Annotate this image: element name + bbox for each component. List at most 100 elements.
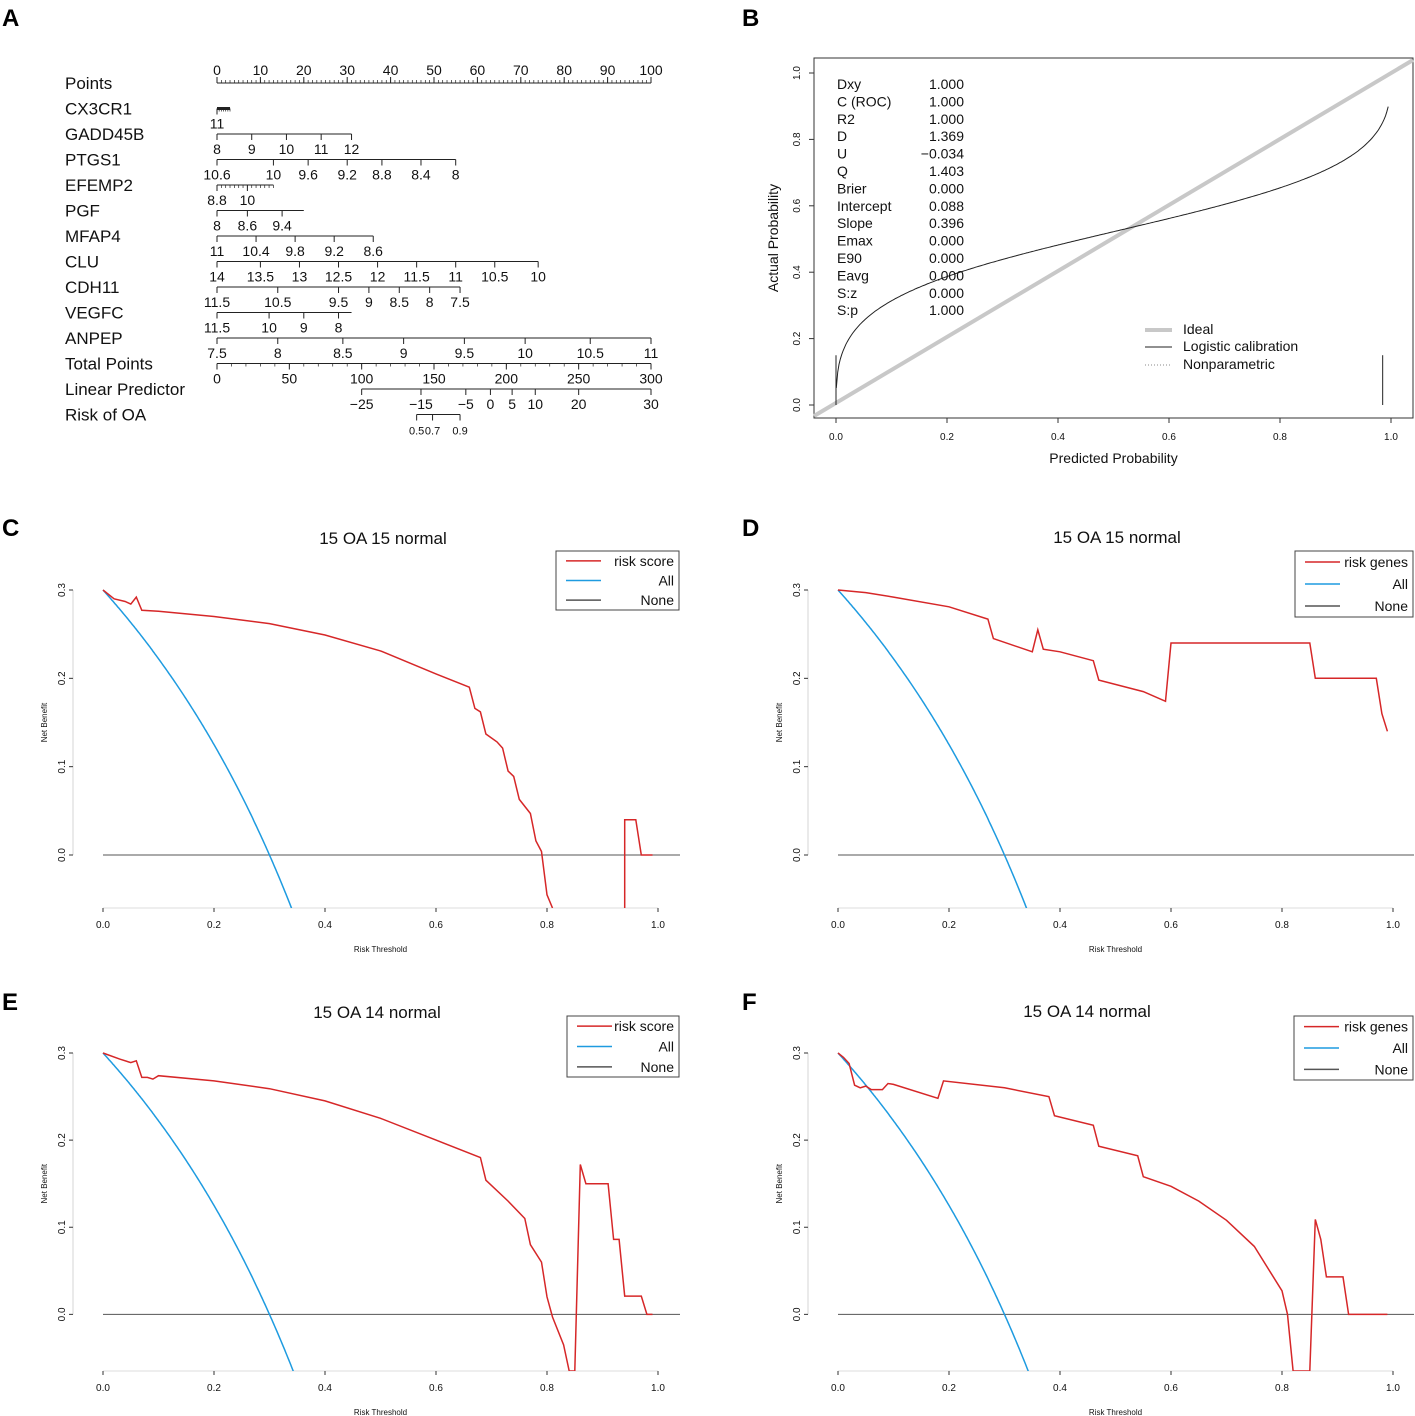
nomogram-tick-label: 8 — [426, 294, 434, 310]
stat-name: Dxy — [837, 76, 861, 92]
stat-name: Intercept — [837, 198, 892, 214]
y-tick-label: 0.2 — [57, 671, 68, 685]
y-tick-label: 0.2 — [792, 671, 803, 685]
nomogram-row-label: CDH11 — [65, 278, 119, 297]
nomogram-tick-label: 8.6 — [238, 218, 258, 234]
stat-name: S:p — [837, 302, 858, 318]
nomogram-tick-label: 70 — [513, 62, 529, 78]
nomogram-tick-label: 9.6 — [298, 167, 318, 183]
x-axis-title: Risk Threshold — [1089, 1408, 1142, 1416]
legend-label: risk genes — [1344, 1019, 1408, 1035]
x-tick-label: 0.8 — [540, 1383, 554, 1394]
nomogram-tick-label: −5 — [458, 396, 474, 412]
y-tick-label: 0.1 — [792, 759, 803, 773]
legend-label: risk genes — [1344, 554, 1408, 570]
nomogram-tick-label: 7.5 — [207, 345, 227, 361]
x-tick-label: 1.0 — [651, 1383, 665, 1394]
nomogram-tick-label: 150 — [422, 371, 446, 387]
nomogram-row-label: PGF — [65, 202, 100, 221]
model-curve — [837, 1052, 1388, 1371]
nomogram-tick-label: 10 — [530, 269, 546, 285]
x-axis-title: Predicted Probability — [1049, 450, 1177, 466]
legend-label: None — [1375, 1061, 1409, 1077]
nomogram-tick-label: 8.5 — [390, 294, 410, 310]
nomogram-tick-label: 10 — [266, 167, 282, 183]
x-axis-title: Risk Threshold — [1089, 945, 1142, 954]
x-tick-label: 0.4 — [1053, 920, 1067, 931]
legend-label: Nonparametric — [1183, 356, 1275, 372]
x-tick-label: 1.0 — [1386, 920, 1400, 931]
y-tick-label: 0.2 — [792, 331, 803, 345]
nomogram-tick-label: −25 — [350, 396, 374, 412]
nomogram-tick-label: 9.8 — [285, 243, 305, 259]
nomogram-tick-label: 12.5 — [325, 269, 352, 285]
legend-label: risk score — [614, 553, 674, 569]
x-tick-label: 0.6 — [1164, 1383, 1178, 1394]
legend-label: risk score — [614, 1018, 674, 1034]
y-tick-label: 0.0 — [792, 848, 803, 862]
x-tick-label: 0.6 — [429, 1383, 443, 1394]
nomogram-tick-label: 9 — [300, 320, 308, 336]
nomogram-row: PTGS1 10.6 10 9.6 9.2 8.8 8.4 8 — [65, 151, 460, 183]
nomogram-tick-label: 10 — [517, 345, 533, 361]
chart-title: 15 OA 14 normal — [313, 1003, 441, 1022]
treat-all-curve — [102, 1052, 295, 1371]
nomogram-tick-label: 250 — [567, 371, 591, 387]
stat-name: Emax — [837, 233, 873, 249]
nomogram-tick-label: 20 — [571, 396, 587, 412]
calibration-panel: 0.0 0.2 0.4 0.6 0.8 1.0 0.0 0.2 0.4 0.6 0.8 1.0 Pred… — [765, 57, 1415, 466]
stat-value: 0.000 — [929, 180, 964, 196]
x-tick-label: 0.2 — [940, 432, 954, 443]
nomogram-row-label: MFAP4 — [65, 227, 121, 246]
chart-title: 15 OA 15 normal — [319, 529, 447, 548]
treat-all-curve — [837, 1052, 1030, 1371]
decision-curve-panel-f: 0.0 0.2 0.4 0.6 0.8 1.0 Risk Threshold 0.0 0.1 0.… — [775, 1002, 1414, 1416]
nomogram-tick-label: 14 — [209, 269, 225, 285]
nomogram-tick-label: 100 — [350, 371, 374, 387]
stat-value: 1.000 — [929, 111, 964, 127]
nomogram-row: MFAP4 11 10.4 9.8 9.2 8.6 — [65, 227, 383, 259]
x-tick-label: 1.0 — [651, 920, 665, 931]
nomogram-tick-label: 11.5 — [204, 320, 230, 336]
nomogram-row-label: CX3CR1 — [65, 100, 132, 119]
nomogram-tick-label: 0.5 — [409, 426, 424, 438]
stat-name: C (ROC) — [837, 93, 891, 109]
x-tick-label: 1.0 — [1384, 432, 1398, 443]
stat-value: 0.000 — [929, 285, 964, 301]
nomogram-tick-label: 12 — [344, 141, 360, 157]
nomogram-tick-label: −15 — [409, 396, 433, 412]
y-axis-title: Net Benefit — [775, 1163, 784, 1203]
nomogram-tick-label: 50 — [282, 371, 298, 387]
y-tick-label: 0.1 — [57, 1220, 68, 1234]
plot-frame — [813, 57, 1414, 419]
nomogram-tick-label: 40 — [383, 62, 399, 78]
x-tick-label: 0.0 — [829, 432, 843, 443]
stat-value: 0.000 — [929, 250, 964, 266]
nomogram-tick-label: 80 — [556, 62, 572, 78]
x-tick-label: 0.2 — [942, 1383, 956, 1394]
x-axis-title: Risk Threshold — [354, 1408, 407, 1416]
x-tick-label: 0.4 — [1051, 432, 1065, 443]
nomogram-tick-label: 0 — [487, 396, 495, 412]
nomogram-row-label: Total Points — [65, 355, 153, 374]
y-tick-label: 0.6 — [792, 198, 803, 212]
nomogram-tick-label: 8 — [452, 167, 460, 183]
nomogram-row-label: GADD45B — [65, 125, 144, 144]
stat-name: Brier — [837, 180, 867, 196]
nomogram-tick-label: 60 — [470, 62, 486, 78]
stat-value: 1.000 — [929, 302, 964, 318]
legend-label: None — [641, 1059, 675, 1075]
stat-value: 1.403 — [929, 163, 964, 179]
stat-value: 0.000 — [929, 267, 964, 283]
nomogram-tick-label: 30 — [339, 62, 355, 78]
nomogram-tick-label: 100 — [639, 62, 663, 78]
y-tick-label: 0.3 — [57, 1046, 68, 1060]
chart-title: 15 OA 15 normal — [1053, 528, 1181, 547]
nomogram-row-label: Points — [65, 74, 112, 93]
legend-label: All — [658, 1039, 674, 1055]
panel-label-d: D — [742, 515, 759, 542]
stat-value: 1.000 — [929, 93, 964, 109]
legend-label: All — [658, 573, 674, 589]
y-axis-title: Actual Probability — [765, 184, 781, 292]
